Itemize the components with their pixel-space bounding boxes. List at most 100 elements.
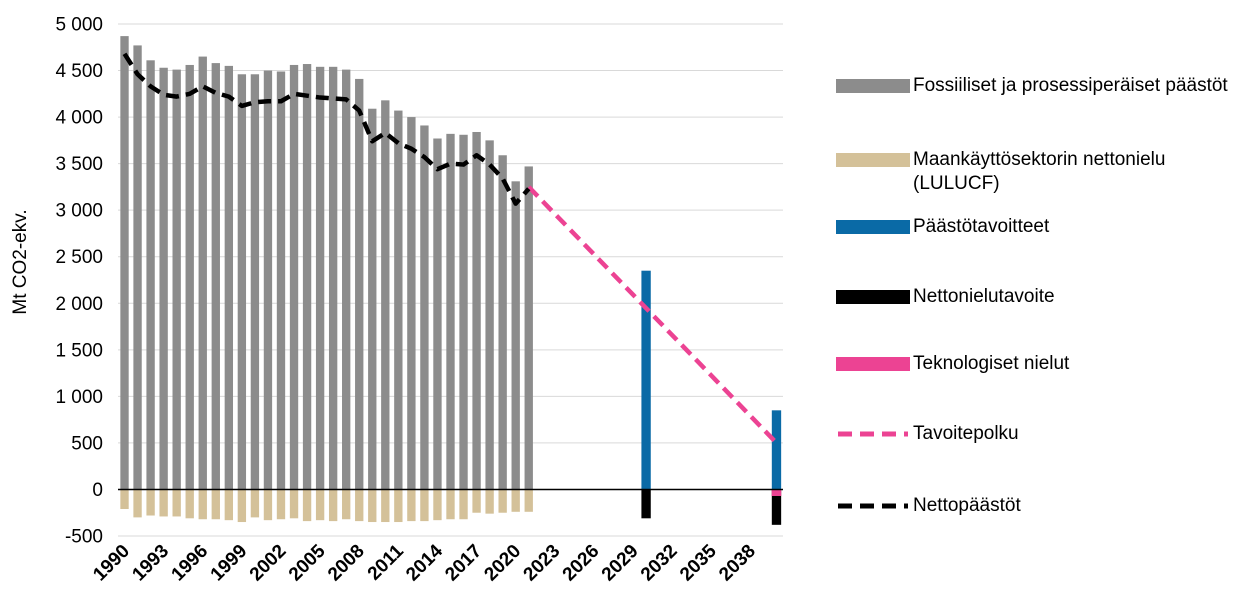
- y-tick-label: -500: [65, 527, 103, 548]
- x-tick-label: 2017: [441, 541, 486, 586]
- legend-swatch-net-sink-target: [836, 290, 910, 304]
- series-lines: [122, 52, 779, 445]
- bar: [511, 181, 520, 490]
- y-tick-label: 4 000: [55, 108, 103, 129]
- legend-swatch-tech-sinks: [836, 357, 910, 371]
- legend-item-emission-targets: Päästötavoitteet: [836, 215, 1233, 239]
- series-line: [527, 185, 779, 445]
- x-tick-label: 2023: [520, 541, 565, 586]
- y-tick-label: 2 500: [55, 247, 103, 268]
- bar: [524, 166, 533, 490]
- x-tick-label: 2005: [285, 540, 330, 585]
- bar: [381, 489, 390, 523]
- x-tick-label: 2038: [715, 541, 760, 586]
- y-tick-label: 3 000: [55, 201, 103, 222]
- bar: [459, 134, 468, 490]
- target-bar: [771, 489, 782, 525]
- bar: [120, 489, 129, 510]
- bar: [355, 489, 364, 522]
- y-tick-label: 4 500: [55, 61, 103, 82]
- bar: [133, 489, 142, 518]
- legend-item-net-emissions: Nettopäästöt: [836, 494, 1233, 518]
- legend-label-fossil: Fossiiliset ja prosessiperäiset päästöt: [913, 75, 1228, 96]
- y-tick-labels: -500 0 500 1 000 1 500 2 000 2 500 3 000 3 500 4 …: [55, 15, 103, 548]
- bar: [276, 489, 286, 520]
- bar: [315, 489, 325, 521]
- bar: [198, 56, 207, 490]
- x-tick-label: 1999: [207, 541, 252, 586]
- bar: [289, 489, 299, 519]
- y-tick-label: 5 000: [55, 15, 103, 36]
- chart-canvas: -500 0 500 1 000 1 500 2 000 2 500 3 000 3 500 4 …: [10, 15, 783, 585]
- legend-label-target-path: Tavoitepolku: [913, 423, 1019, 444]
- legend-item-tech-sinks: Teknologiset nielut: [836, 352, 1233, 376]
- tech-sink-bar: [771, 489, 782, 496]
- target-bar: [771, 410, 782, 490]
- legend-swatch-emission-targets: [836, 220, 910, 234]
- legend-item-fossil: Fossiiliset ja prosessiperäiset päästöt: [836, 74, 1233, 98]
- x-tick-label: 2032: [637, 541, 682, 586]
- bar: [276, 71, 286, 490]
- bar: [485, 140, 494, 490]
- legend-label-net-sink-target: Nettonielutavoite: [913, 286, 1055, 307]
- y-tick-label: 3 500: [55, 154, 103, 175]
- legend-item-lulucf: Maankäyttösektorin nettonielu (LULUCF): [836, 148, 1233, 196]
- bar: [120, 36, 129, 490]
- y-tick-label: 0: [92, 480, 103, 501]
- bar: [446, 133, 455, 490]
- bar: [328, 489, 338, 522]
- series-line: [122, 52, 531, 206]
- bar: [172, 69, 181, 490]
- bar: [498, 155, 507, 490]
- bar: [420, 489, 429, 522]
- bar: [433, 138, 442, 490]
- bar: [420, 125, 429, 490]
- bar: [159, 489, 168, 517]
- bar: [472, 489, 481, 513]
- bar: [368, 489, 377, 523]
- x-tick-label: 2011: [364, 540, 408, 584]
- bar: [146, 60, 155, 490]
- bar: [172, 489, 181, 517]
- bar: [394, 110, 403, 490]
- bar: [511, 489, 520, 512]
- bar: [342, 69, 351, 490]
- y-tick-label: 1 000: [55, 387, 103, 408]
- x-tick-label: 1996: [168, 541, 213, 586]
- bar: [185, 489, 194, 519]
- bar: [368, 108, 377, 490]
- y-axis-label: Mt CO2-ekv.: [10, 209, 31, 314]
- y-tick-label: 2 000: [55, 294, 103, 315]
- x-tick-label: 1993: [128, 541, 173, 586]
- bar: [211, 63, 220, 490]
- x-tick-labels: 1990199319961999200220052008201120142017…: [89, 540, 760, 585]
- x-tick-label: 2002: [246, 541, 291, 586]
- legend-label-net-emissions: Nettopäästöt: [913, 495, 1021, 516]
- legend-dash-target-path: [838, 431, 908, 437]
- bar: [407, 489, 416, 522]
- y-tick-label: 1 500: [55, 340, 103, 361]
- bar: [250, 74, 260, 490]
- bar: [524, 489, 533, 512]
- bar: [498, 489, 507, 513]
- x-tick-label: 2029: [598, 541, 643, 586]
- bar: [263, 489, 273, 521]
- bar: [185, 64, 194, 490]
- target-bar: [641, 270, 651, 490]
- bar: [472, 131, 481, 490]
- bar: [342, 489, 351, 520]
- legend-label-emission-targets: Päästötavoitteet: [913, 216, 1050, 237]
- bar: [315, 66, 325, 490]
- bar: [302, 489, 312, 522]
- bar: [381, 100, 390, 490]
- bar: [263, 70, 273, 490]
- bar: [237, 74, 247, 490]
- bar: [146, 489, 155, 516]
- legend-dash-net-emissions: [838, 503, 908, 509]
- legend-swatch-lulucf: [836, 153, 910, 167]
- target-bar: [641, 489, 651, 519]
- bar: [133, 45, 142, 490]
- bar: [407, 117, 416, 490]
- bar: [302, 64, 312, 490]
- x-tick-label: 2035: [676, 540, 721, 585]
